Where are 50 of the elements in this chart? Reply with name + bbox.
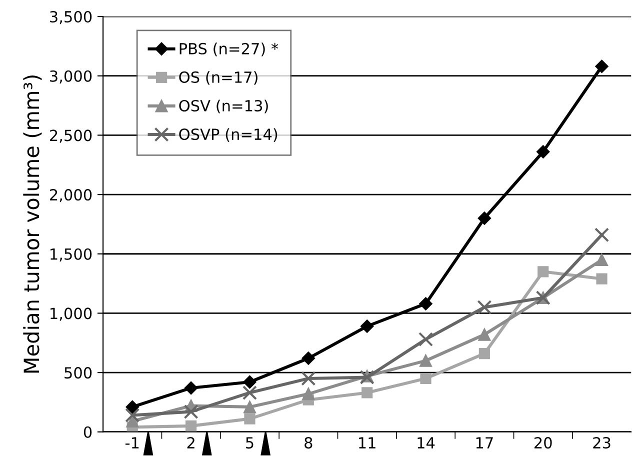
- point: [302, 388, 315, 400]
- point: [595, 60, 608, 73]
- y-tick-label: 2,500: [50, 130, 92, 143]
- point: [184, 381, 198, 395]
- legend-label: OSV (n=13): [179, 100, 268, 114]
- point: [360, 320, 374, 333]
- point: [242, 385, 258, 400]
- x-tick-label: 2: [187, 437, 194, 448]
- point: [362, 387, 373, 398]
- x-tick-label: 5: [246, 437, 254, 449]
- point: [243, 375, 256, 389]
- point: [418, 332, 434, 347]
- x-tick-label: -1: [126, 437, 139, 448]
- point: [185, 420, 197, 432]
- point: [126, 400, 139, 414]
- x-tick-label: 20: [534, 437, 552, 449]
- y-tick-label: 1,000: [50, 308, 92, 321]
- point: [125, 408, 140, 423]
- y-tick-label: 0: [84, 426, 92, 438]
- x-tick-label: 23: [593, 437, 610, 449]
- point: [301, 371, 316, 386]
- y-tick-label: 3,500: [50, 10, 92, 24]
- x-tick-label: 17: [476, 437, 493, 448]
- point: [243, 400, 256, 414]
- point: [596, 254, 608, 266]
- legend-label: OSVP (n=14): [179, 128, 278, 142]
- x-tick-label: 11: [359, 437, 376, 448]
- point: [538, 266, 549, 278]
- point: [184, 404, 198, 419]
- point: [419, 297, 432, 310]
- point: [420, 354, 432, 367]
- point: [478, 328, 491, 341]
- legend-label: PBS (n=27) *: [180, 42, 278, 56]
- y-tick-label: 1,500: [50, 248, 92, 262]
- x-tick-label: 14: [418, 437, 435, 448]
- point: [596, 273, 608, 284]
- point: [594, 228, 610, 242]
- point: [420, 372, 432, 384]
- y-tick-label: 3,000: [50, 70, 92, 84]
- point: [244, 413, 256, 424]
- point: [536, 145, 550, 158]
- point: [302, 352, 315, 365]
- point: [477, 300, 492, 315]
- legend-label: OS (n=17): [179, 71, 258, 85]
- point: [478, 348, 490, 360]
- x-tick-label: 8: [304, 437, 312, 449]
- point: [478, 212, 492, 225]
- y-tick-label: 2,000: [50, 188, 92, 202]
- y-tick-label: 500: [64, 367, 92, 379]
- y-axis-title: Median tumor volume (mm³): [23, 75, 42, 373]
